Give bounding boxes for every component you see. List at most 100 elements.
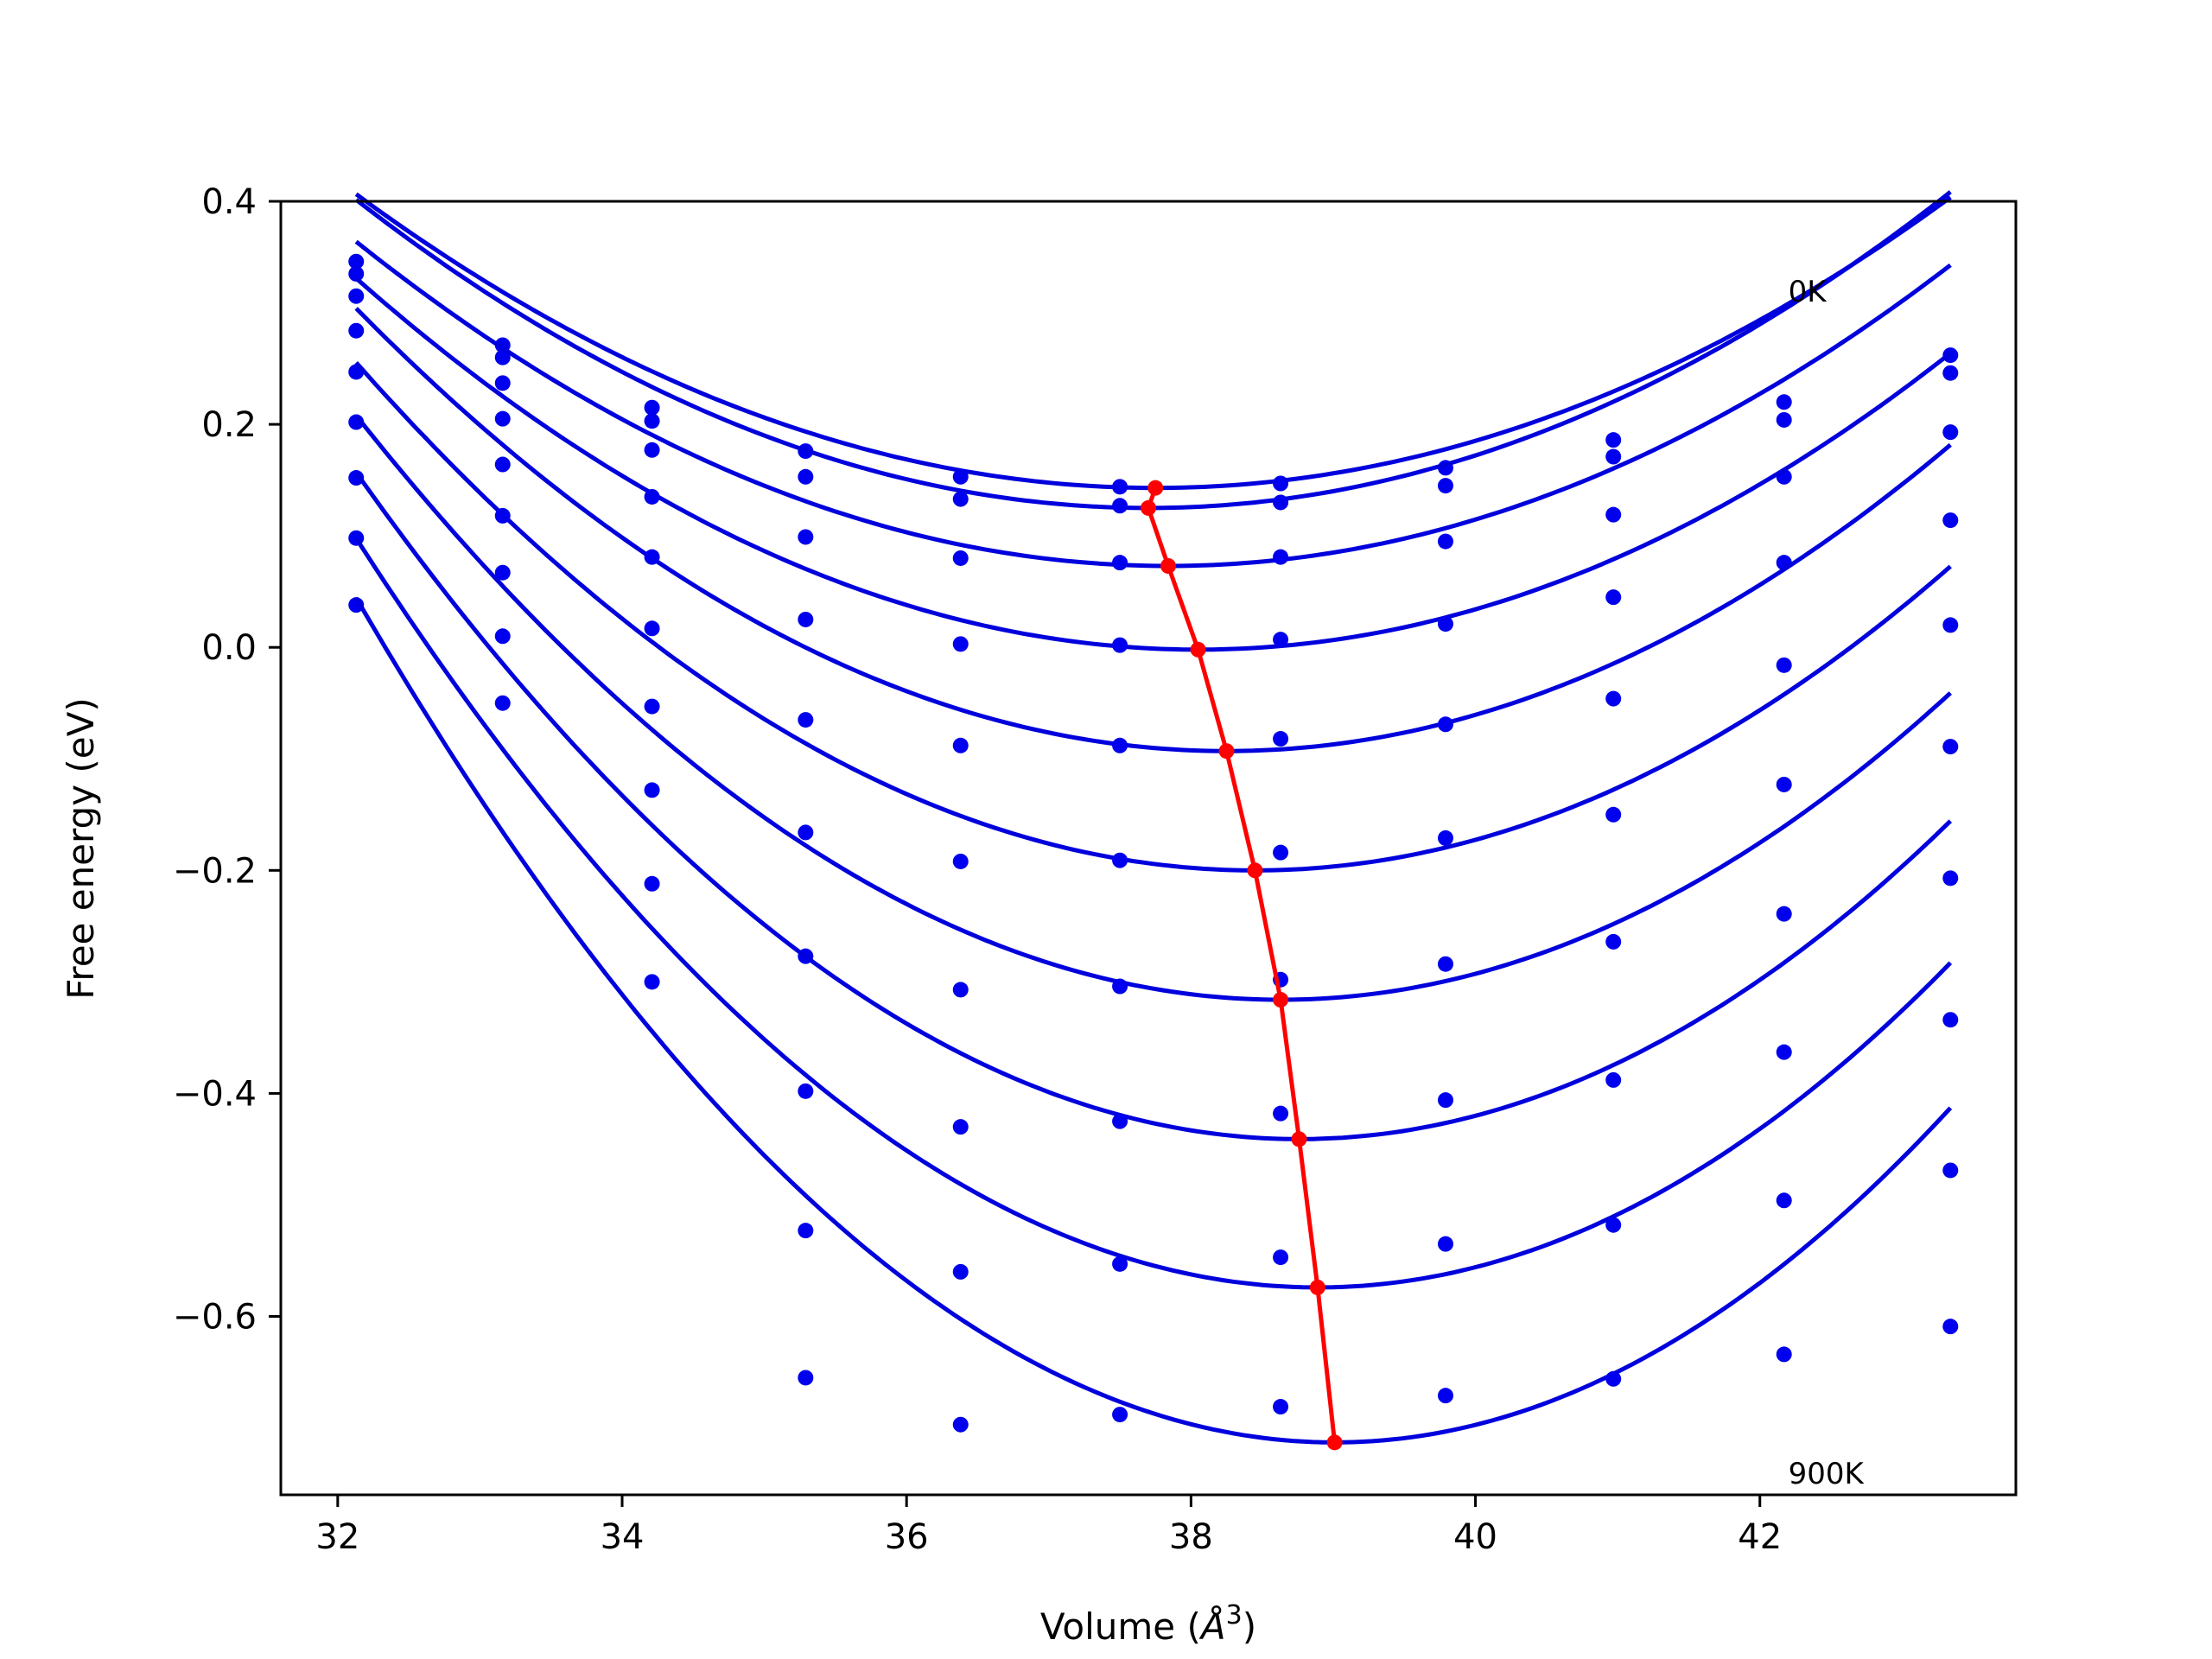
data-point [1437, 1236, 1453, 1252]
data-point [1942, 512, 1959, 529]
minimum-point [1190, 641, 1206, 658]
data-point [798, 611, 814, 627]
fit-curve-2 [354, 239, 1952, 569]
data-point [1605, 933, 1622, 950]
data-point [1273, 549, 1289, 565]
data-point [348, 288, 365, 304]
data-point [494, 695, 511, 711]
data-point [1112, 555, 1128, 571]
data-point [1112, 1407, 1128, 1423]
x-tick-label: 34 [601, 1517, 645, 1557]
data-point [1605, 806, 1622, 823]
y-tick-label: 0.0 [201, 628, 257, 668]
x-tick-label: 40 [1453, 1517, 1497, 1557]
data-point [1437, 830, 1453, 846]
data-point [348, 322, 365, 339]
data-point [644, 442, 660, 458]
data-point [1112, 737, 1128, 753]
data-point [348, 265, 365, 282]
data-point [1437, 616, 1453, 632]
data-point [1605, 1217, 1622, 1233]
data-point [494, 410, 511, 427]
data-point [1942, 617, 1959, 633]
data-point [1605, 1071, 1622, 1088]
data-point [798, 1223, 814, 1239]
y-tick-label: −0.6 [173, 1298, 257, 1338]
y-tick-label: −0.2 [173, 851, 257, 891]
fit-curve-9 [354, 596, 1953, 1445]
data-point [1112, 1113, 1128, 1129]
fit-curve-6 [354, 414, 1952, 1002]
data-point [1605, 1370, 1622, 1387]
data-point [1776, 776, 1792, 792]
data-point [1437, 1092, 1453, 1109]
data-point [1437, 716, 1453, 733]
fit-curve-5 [354, 361, 1952, 873]
x-tick-label: 32 [315, 1517, 359, 1557]
minimum-point [1141, 499, 1156, 516]
minimum-point [1291, 1131, 1307, 1147]
data-point [1605, 690, 1622, 707]
fit-curve-8 [354, 537, 1953, 1290]
data-point [952, 853, 969, 869]
data-point [1273, 731, 1289, 747]
data-point [798, 529, 814, 545]
data-point [1112, 978, 1128, 995]
annotation-0k: 0K [1789, 275, 1828, 309]
data-point [1942, 870, 1959, 887]
data-point [1605, 589, 1622, 606]
data-point [798, 468, 814, 485]
data-point [1605, 506, 1622, 523]
data-point [1437, 478, 1453, 494]
data-point [1605, 432, 1622, 448]
y-tick-label: 0.4 [201, 182, 257, 222]
data-point [644, 698, 660, 715]
y-tick-label: −0.4 [173, 1074, 257, 1114]
data-point [644, 782, 660, 798]
y-axis-title: Free energy (eV) [60, 697, 102, 1000]
data-point [1112, 479, 1128, 495]
data-point [798, 1370, 814, 1386]
data-point [348, 253, 365, 270]
data-point [1273, 1249, 1289, 1266]
fit-curve-3 [354, 276, 1952, 652]
fit-curve-4 [354, 307, 1952, 753]
data-point [644, 875, 660, 892]
data-point [644, 488, 660, 505]
x-axis-title: Volume (Å3) [1040, 1600, 1256, 1648]
data-point [1776, 1192, 1792, 1209]
minimum-point [1147, 480, 1164, 496]
data-point [1112, 498, 1128, 514]
minimum-point [1309, 1279, 1325, 1295]
data-point [798, 824, 814, 841]
x-tick-label: 42 [1738, 1517, 1782, 1557]
data-point [952, 737, 969, 753]
data-point [494, 564, 511, 581]
x-tick-label: 38 [1169, 1517, 1213, 1557]
data-point [1942, 365, 1959, 381]
data-point [798, 1083, 814, 1099]
data-point [952, 982, 969, 998]
data-point [644, 974, 660, 990]
data-point [1273, 844, 1289, 861]
annotation-900k: 900K [1789, 1457, 1866, 1491]
minimum-line-layer [1141, 480, 1343, 1451]
data-point [952, 1416, 969, 1433]
data-point [644, 399, 660, 416]
data-point [644, 620, 660, 637]
minimum-point [1247, 862, 1263, 879]
data-point [494, 349, 511, 365]
data-point [494, 375, 511, 391]
data-point [1942, 739, 1959, 755]
data-point [1273, 632, 1289, 648]
data-point [952, 468, 969, 485]
data-point [1776, 394, 1792, 410]
axes-frame [279, 200, 2018, 1497]
data-point [952, 1119, 969, 1135]
data-point [494, 456, 511, 473]
data-point [952, 491, 969, 507]
data-point [1605, 448, 1622, 465]
minimum-point [1273, 992, 1289, 1008]
minimum-point [1160, 557, 1177, 574]
data-point [1273, 1399, 1289, 1415]
